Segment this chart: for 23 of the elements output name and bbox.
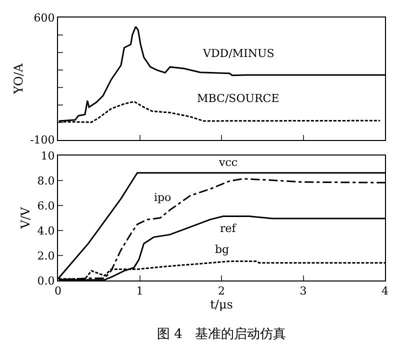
x-axis-title: t/μs bbox=[210, 298, 233, 312]
x-tick-label: 4 bbox=[382, 284, 388, 298]
y-tick-label: 2.0 bbox=[37, 249, 55, 262]
x-tick-label: 0 bbox=[54, 284, 62, 298]
series-label: MBC/SOURCE bbox=[197, 92, 280, 105]
y-tick-label: 6.0 bbox=[37, 199, 55, 212]
y-tick-label: 4.0 bbox=[37, 224, 55, 238]
series-label: VDD/MINUS bbox=[202, 47, 274, 60]
y-axis-title: YO/A bbox=[11, 63, 26, 95]
x-tick-label: 1 bbox=[136, 284, 144, 298]
series-label: bg bbox=[215, 243, 230, 256]
series-label: vcc bbox=[218, 156, 238, 169]
y-axis-title: V/V bbox=[18, 206, 33, 230]
y-tick-label: 8.0 bbox=[37, 174, 55, 188]
y-tick-label: 0.0 bbox=[37, 274, 55, 288]
series-label: ref bbox=[220, 222, 237, 235]
caption: 图 4 基准的启动仿真 bbox=[157, 326, 286, 342]
series-label: ipo bbox=[154, 191, 172, 204]
y-tick-label: 600 bbox=[34, 11, 55, 24]
y-tick-label: -100 bbox=[30, 134, 55, 147]
x-tick-label: 3 bbox=[300, 284, 307, 298]
x-tick-label: 2 bbox=[218, 284, 225, 298]
y-tick-label: 10 bbox=[40, 149, 55, 162]
